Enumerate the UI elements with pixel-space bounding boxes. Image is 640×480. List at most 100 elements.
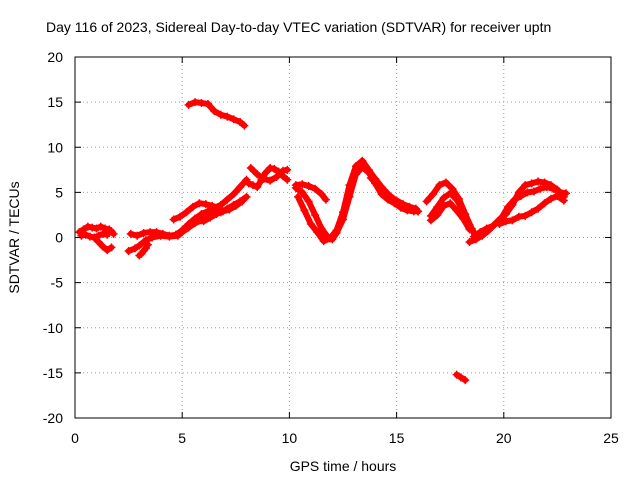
data-point-marker	[534, 177, 543, 186]
data-series-track-23	[495, 191, 568, 228]
data-point-marker	[98, 229, 107, 238]
grid-lines	[75, 57, 611, 418]
data-point-marker	[411, 204, 420, 213]
data-point-marker	[465, 225, 474, 234]
data-point-marker	[527, 179, 536, 188]
data-point-marker	[332, 226, 341, 235]
data-point-marker	[81, 230, 90, 239]
data-point-marker	[300, 206, 309, 215]
data-point-marker	[469, 232, 478, 241]
plot-frame	[74, 56, 612, 419]
data-point-marker	[197, 99, 206, 108]
data-point-marker	[559, 196, 568, 205]
data-point-marker	[201, 200, 210, 209]
data-point-marker	[311, 210, 320, 219]
data-series-track-22	[469, 177, 568, 241]
data-point-marker	[240, 121, 249, 130]
data-point-marker	[236, 117, 245, 126]
data-point-marker	[178, 226, 187, 235]
data-point-marker	[536, 184, 545, 193]
y-tick-label: -10	[43, 320, 63, 336]
data-point-marker	[452, 206, 461, 215]
data-point-marker	[317, 190, 326, 199]
y-axis-label: SDTVAR / TECUs	[6, 181, 22, 293]
data-point-marker	[158, 229, 167, 238]
data-point-marker	[452, 195, 461, 204]
data-point-marker	[435, 181, 444, 190]
data-point-marker	[351, 162, 360, 171]
data-point-marker	[433, 210, 442, 219]
data-point-marker	[379, 188, 388, 197]
data-series-track-8	[169, 199, 223, 224]
data-point-marker	[278, 166, 287, 175]
data-point-marker	[298, 188, 307, 197]
data-points	[75, 98, 570, 385]
x-tick-label: 5	[178, 430, 186, 446]
data-point-marker	[197, 210, 206, 219]
data-point-marker	[203, 207, 212, 216]
data-point-marker	[133, 231, 142, 240]
x-tick-label: 25	[603, 430, 619, 446]
data-point-marker	[429, 190, 438, 199]
data-point-marker	[456, 373, 465, 382]
x-tick-label: 10	[282, 430, 298, 446]
data-point-marker	[489, 221, 498, 230]
data-point-marker	[405, 202, 414, 211]
data-point-marker	[139, 228, 148, 237]
data-point-marker	[272, 173, 281, 182]
y-tick-label: 10	[47, 139, 63, 155]
data-point-marker	[88, 223, 97, 232]
data-point-marker	[514, 212, 523, 221]
data-point-marker	[244, 179, 253, 188]
x-tick-label: 15	[389, 430, 405, 446]
data-point-marker	[366, 173, 375, 182]
data-series-track-9	[199, 197, 247, 226]
data-point-marker	[291, 181, 300, 190]
data-point-marker	[94, 238, 103, 247]
data-point-marker	[439, 193, 448, 202]
data-point-marker	[107, 243, 116, 252]
data-point-marker	[229, 115, 238, 124]
data-point-marker	[270, 164, 279, 173]
data-series-track-10	[184, 98, 249, 130]
data-point-marker	[266, 164, 275, 173]
series-band-segment	[346, 163, 359, 189]
data-point-marker	[501, 217, 510, 226]
data-point-marker	[208, 201, 217, 210]
data-point-marker	[508, 201, 517, 210]
data-point-marker	[191, 214, 200, 223]
data-point-marker	[422, 197, 431, 206]
data-point-marker	[311, 184, 320, 193]
series-band-segment	[232, 198, 246, 209]
data-point-marker	[306, 219, 315, 228]
y-tick-label: -20	[43, 410, 63, 426]
data-point-marker	[171, 230, 180, 239]
data-point-marker	[501, 210, 510, 219]
data-point-marker	[143, 240, 152, 249]
data-point-marker	[465, 238, 474, 247]
data-point-marker	[446, 189, 455, 198]
y-tick-label: -5	[51, 275, 64, 291]
data-point-marker	[446, 199, 455, 208]
data-point-marker	[439, 201, 448, 210]
data-point-marker	[304, 182, 313, 191]
data-point-marker	[313, 228, 322, 237]
data-point-marker	[218, 207, 227, 216]
data-point-marker	[283, 175, 292, 184]
data-point-marker	[461, 376, 470, 385]
data-point-marker	[191, 98, 200, 107]
data-point-marker	[339, 208, 347, 217]
data-point-marker	[521, 211, 530, 220]
data-point-marker	[476, 228, 485, 237]
data-point-marker	[452, 370, 461, 379]
data-point-marker	[364, 165, 373, 174]
data-point-marker	[216, 110, 225, 119]
series-band-segment	[460, 215, 473, 233]
data-series-track-7	[135, 240, 152, 260]
data-point-marker	[92, 224, 101, 233]
data-point-marker	[459, 214, 468, 223]
data-point-marker	[169, 215, 178, 224]
x-tick-label: 0	[71, 430, 79, 446]
data-point-marker	[238, 197, 247, 206]
